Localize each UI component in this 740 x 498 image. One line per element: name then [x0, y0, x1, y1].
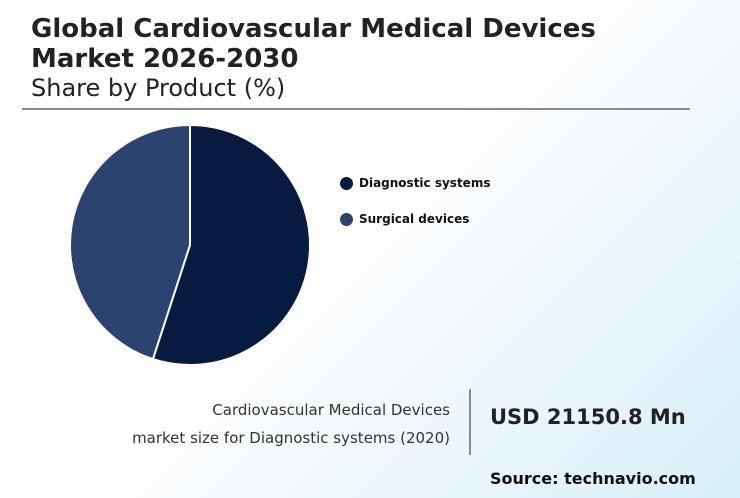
source-credit: Source: technavio.com [490, 469, 696, 488]
legend-item-surgical-devices: Surgical devices [340, 208, 490, 230]
market-size-caption-line1: Cardiovascular Medical Devices [212, 401, 450, 419]
legend-swatch [340, 176, 353, 190]
chart-subtitle: Share by Product (%) [31, 74, 286, 102]
pie-chart [69, 123, 311, 366]
legend-swatch [340, 212, 353, 226]
market-size-caption-line2: market size for Diagnostic systems (2020… [132, 429, 450, 447]
legend-label: Surgical devices [359, 212, 470, 226]
legend-label: Diagnostic systems [359, 176, 491, 190]
pie-slice-surgical-devices [69, 123, 191, 361]
legend: Diagnostic systems Surgical devices [340, 172, 490, 244]
market-size-caption: Cardiovascular Medical Devices market si… [90, 396, 450, 452]
market-size-value: USD 21150.8 Mn [490, 405, 686, 429]
header-divider [22, 108, 690, 110]
legend-item-diagnostic-systems: Diagnostic systems [340, 172, 490, 194]
pie-slice-diagnostic-systems [151, 123, 311, 366]
stat-divider [469, 389, 471, 455]
chart-title: Global Cardiovascular Medical Devices Ma… [31, 14, 596, 74]
